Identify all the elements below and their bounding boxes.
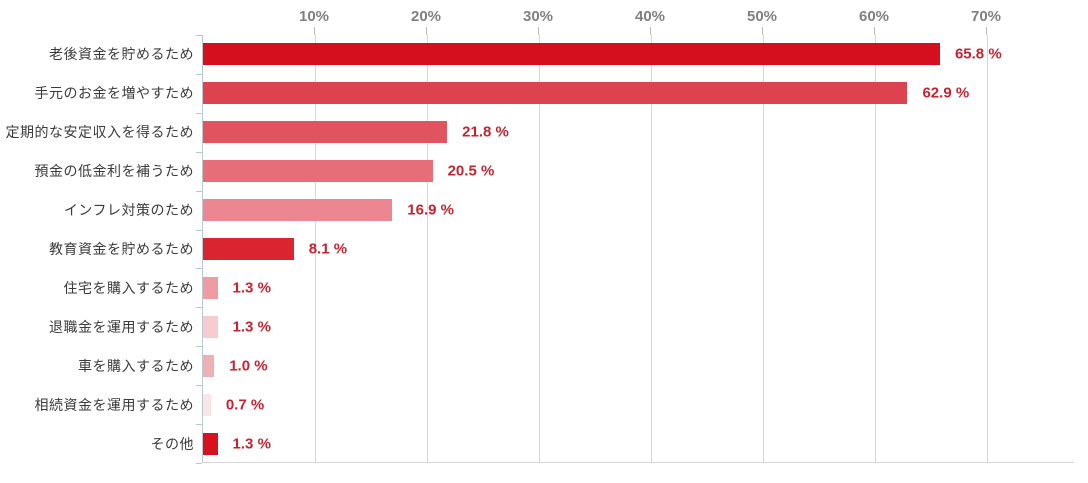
plot-area: 65.8 % 62.9 % 21.8 % 20.5 % 16.9 % 8.1 % 1.3 %… — [202, 35, 1074, 463]
gridline-40% — [651, 35, 652, 462]
x-tick-label: 60% — [858, 8, 890, 25]
gridline-20% — [427, 35, 428, 462]
gridline-50% — [763, 35, 764, 462]
bar — [203, 199, 393, 222]
x-tick-mark — [986, 27, 987, 35]
gridline-70% — [987, 35, 988, 462]
y-tick-mark — [196, 190, 202, 192]
bar — [203, 432, 218, 455]
y-tick-mark — [196, 385, 202, 387]
value-label: 20.5 % — [447, 162, 495, 180]
value-label: 16.9 % — [407, 201, 454, 219]
bar — [203, 160, 433, 183]
gridline-30% — [539, 35, 540, 462]
category-label: 定期的な安定収入を得るため — [5, 124, 194, 141]
y-tick-mark — [196, 229, 202, 231]
value-label: 1.0 % — [229, 357, 268, 375]
category-label: 退職金を運用するため — [49, 318, 194, 335]
y-tick-mark — [196, 112, 202, 114]
bar — [203, 238, 294, 260]
value-label: 1.3 % — [232, 279, 271, 297]
y-tick-mark — [196, 307, 202, 309]
value-label: 0.7 % — [225, 396, 265, 414]
category-label: インフレ対策のため — [63, 202, 194, 219]
category-label: 老後資金を貯めるため — [49, 46, 194, 63]
x-tick-mark — [874, 27, 875, 35]
x-tick-label: 50% — [746, 8, 778, 25]
x-tick-mark — [762, 27, 763, 35]
value-label: 1.3 % — [232, 318, 271, 336]
bar — [203, 82, 908, 105]
gridline-60% — [875, 35, 876, 462]
y-tick-mark — [196, 151, 202, 153]
y-tick-mark — [196, 424, 202, 426]
x-tick-label: 40% — [634, 8, 666, 25]
y-tick-mark — [196, 268, 202, 270]
category-label: 預金の低金利を補うため — [34, 163, 194, 180]
category-label: 住宅を購入するため — [63, 279, 194, 296]
y-tick-mark — [196, 346, 202, 348]
y-tick-mark — [196, 35, 202, 36]
category-label: その他 — [150, 435, 194, 452]
value-label: 62.9 % — [922, 84, 970, 102]
x-tick-label: 20% — [410, 8, 442, 25]
value-label: 65.8 % — [954, 45, 1002, 63]
bar — [203, 393, 211, 416]
bar — [203, 315, 218, 338]
category-label: 車を購入するため — [78, 357, 194, 374]
category-label: 教育資金を貯めるため — [49, 241, 194, 257]
category-label: 手元のお金を増やすため — [34, 85, 194, 102]
x-tick-label: 10% — [298, 8, 330, 25]
bar — [203, 121, 448, 144]
bar — [203, 276, 218, 299]
x-tick-mark — [538, 27, 539, 35]
gridline-10% — [315, 35, 316, 462]
x-tick-mark — [314, 27, 315, 35]
x-tick-label: 30% — [522, 8, 554, 25]
x-tick-mark — [426, 27, 427, 35]
category-label: 相続資金を運用するため — [34, 396, 194, 413]
value-label: 1.3 % — [232, 435, 271, 453]
value-label: 8.1 % — [308, 240, 348, 258]
bar — [203, 354, 215, 377]
x-tick-mark — [650, 27, 651, 35]
value-label: 21.8 % — [462, 123, 509, 141]
bar — [203, 43, 940, 66]
y-tick-mark — [196, 463, 202, 464]
x-tick-label: 70% — [970, 8, 1002, 25]
y-tick-mark — [196, 73, 202, 75]
